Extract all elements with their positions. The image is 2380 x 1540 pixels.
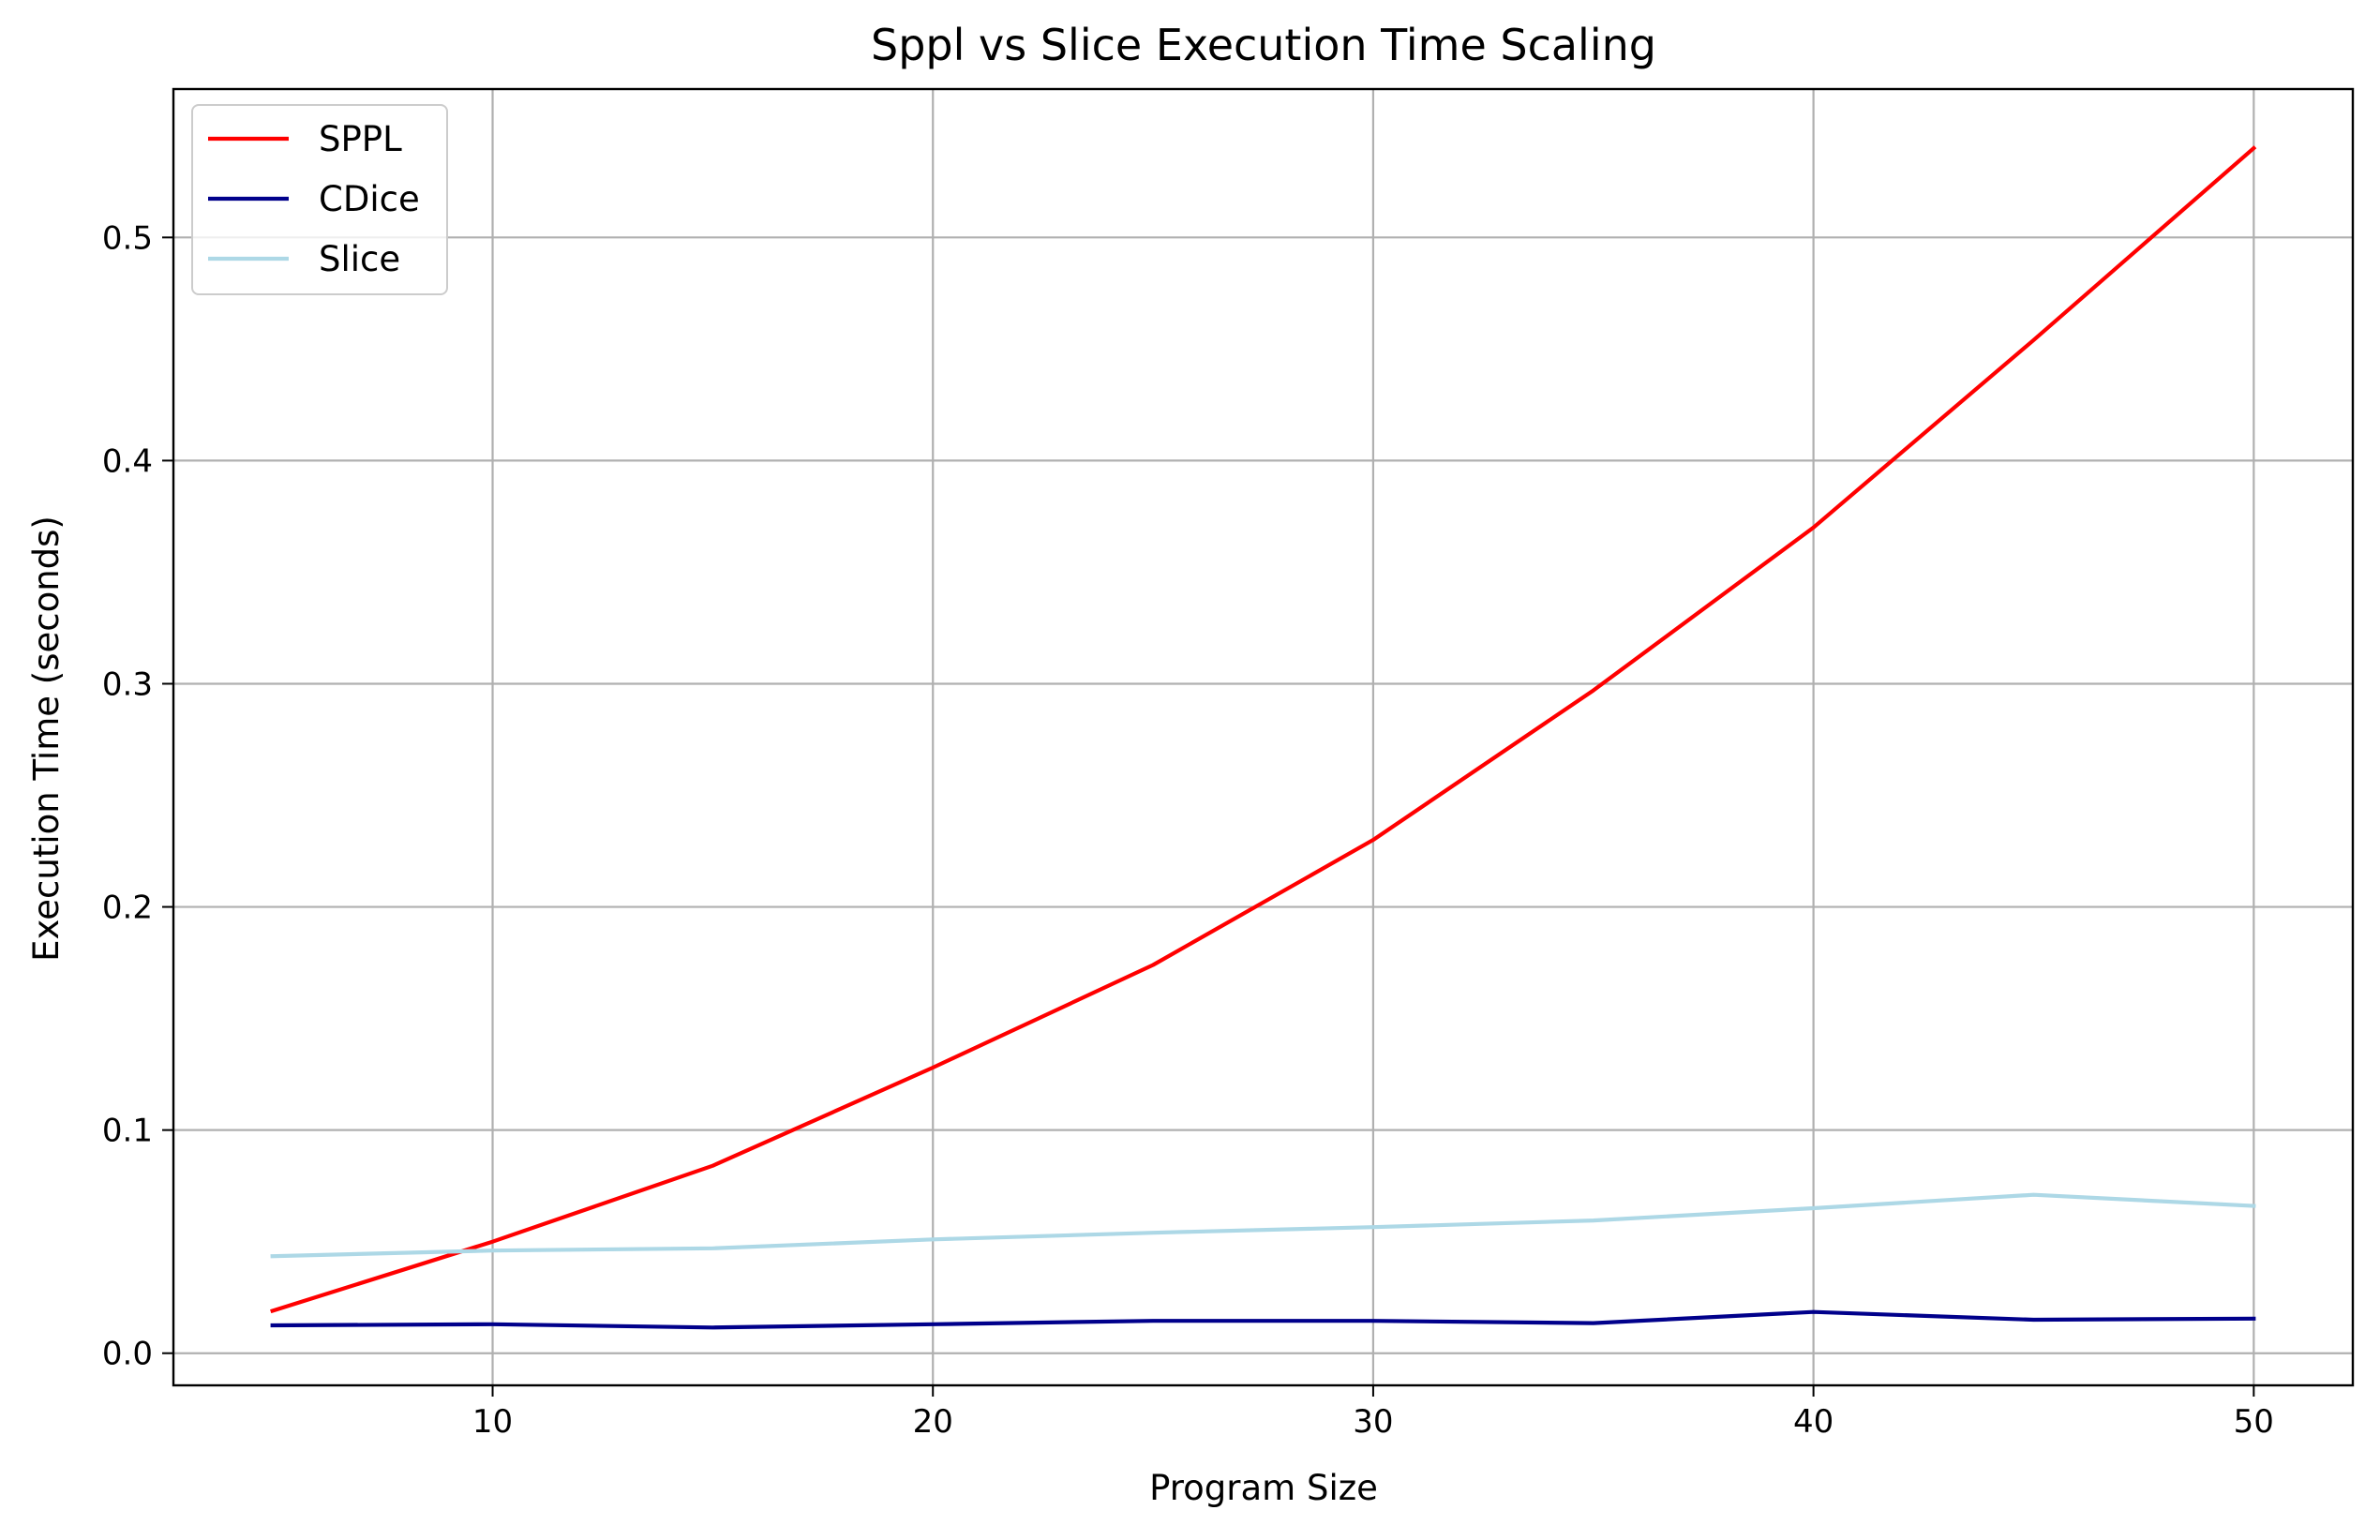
plot-frame — [172, 87, 2355, 1387]
legend-label-slice: Slice — [319, 239, 400, 279]
x-tick-label: 20 — [913, 1403, 953, 1441]
y-tick-label: 0.5 — [102, 219, 153, 257]
series-line-cdice — [270, 1309, 2256, 1330]
legend-label-cdice: CDice — [319, 179, 420, 219]
y-tick-label: 0.0 — [102, 1336, 153, 1373]
x-tick-label: 10 — [472, 1403, 513, 1441]
axis-ticks: 10 20 30 40 50 0.0 0.1 0.2 0.3 0.4 0.5 — [102, 219, 2274, 1441]
y-tick-label: 0.3 — [102, 665, 153, 703]
x-tick-label: 30 — [1353, 1403, 1393, 1441]
legend-label-sppl: SPPL — [319, 119, 402, 159]
x-tick-label: 50 — [2234, 1403, 2274, 1441]
y-axis-label: Execution Time (seconds) — [26, 516, 67, 962]
grid — [173, 89, 2353, 1385]
y-tick-label: 0.1 — [102, 1113, 153, 1150]
y-tick-label: 0.4 — [102, 442, 153, 480]
series-line-slice — [270, 1192, 2256, 1259]
x-tick-label: 40 — [1793, 1403, 1834, 1441]
legend-box — [191, 104, 448, 295]
series-lines — [270, 145, 2257, 1330]
chart-title: Sppl vs Slice Execution Time Scaling — [871, 20, 1656, 70]
legend: SPPL CDice Slice — [191, 104, 448, 295]
y-tick-label: 0.2 — [102, 890, 153, 927]
x-axis-label: Program Size — [1149, 1468, 1378, 1508]
series-line-sppl — [270, 145, 2257, 1314]
